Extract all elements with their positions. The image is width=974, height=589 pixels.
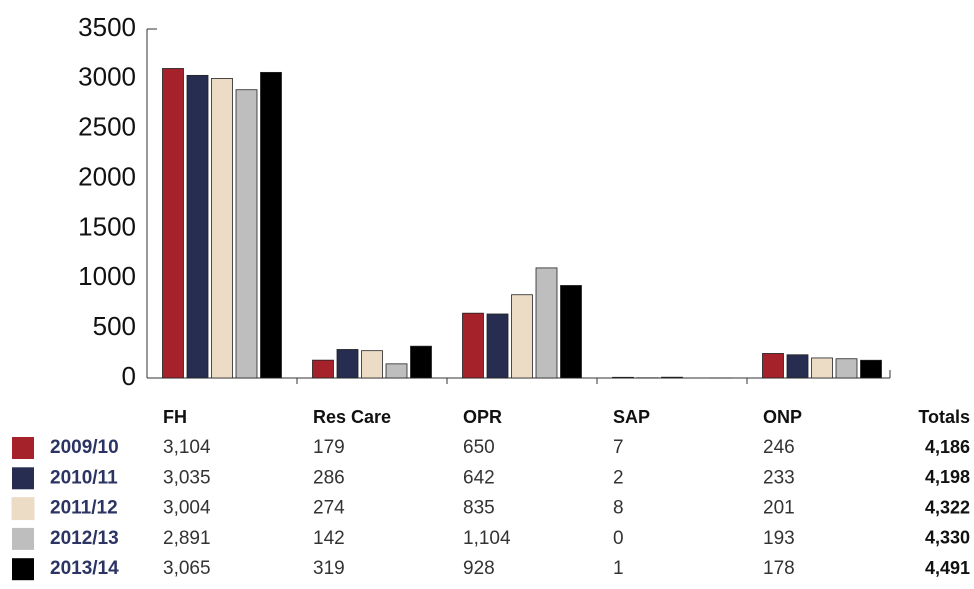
table-value: 319 [313,558,345,579]
bar [162,68,184,379]
bar [260,71,282,379]
bar [835,358,858,379]
legend-label: 2011/12 [50,498,118,519]
table-value: 233 [763,467,795,488]
column-header: OPR [463,407,502,427]
legend-swatch [12,558,34,581]
table-value: 193 [763,528,795,549]
table-total: 4,186 [925,437,970,457]
table-value: 650 [463,437,495,458]
legend-swatch [11,497,35,521]
table-value: 1,104 [463,528,511,549]
table-total: 4,491 [925,558,970,578]
table-value: 142 [313,528,345,549]
table-value: 7 [613,437,624,458]
bar [661,376,683,379]
y-tick-label: 2500 [78,112,136,142]
table-value: 246 [763,437,795,458]
table-value: 179 [313,437,345,458]
y-tick-label: 0 [122,361,136,391]
y-tick-label: 1500 [78,211,136,241]
bar [235,89,258,379]
table-value: 3,065 [163,558,211,579]
column-header: FH [163,407,187,427]
bar [786,354,809,379]
bar [410,345,432,379]
bar [811,357,833,379]
bar [511,294,533,379]
table-value: 274 [313,498,345,519]
y-tick-label: 3500 [78,12,136,42]
table-value: 2 [613,467,624,488]
bar [612,376,634,379]
x-separators [296,370,891,384]
table-value: 3,035 [163,467,211,488]
bar [560,285,582,379]
bar [186,74,209,379]
table-value: 201 [763,498,795,519]
table-value: 286 [313,467,345,488]
table-value: 642 [463,467,495,488]
table-value: 2,891 [163,528,211,549]
bar [211,78,233,379]
bar [762,353,784,379]
bar [312,359,334,379]
table-value: 0 [613,528,624,549]
table-value: 8 [613,498,624,519]
y-tick-label: 1000 [78,261,136,291]
legend-swatch [12,527,34,550]
table-value: 3,104 [163,437,211,458]
y-tick-label: 500 [93,311,136,341]
table-value: 1 [613,558,624,579]
legend-swatch [12,467,34,490]
column-header: Res Care [313,407,391,427]
bar [535,267,558,379]
table-total: 4,198 [925,467,970,487]
totals-header: Totals [918,407,970,427]
bar [462,312,484,379]
legend-label: 2009/10 [50,437,119,458]
y-tick-label: 3000 [78,62,136,92]
table-value: 835 [463,498,495,519]
column-header: SAP [613,407,650,427]
column-header: ONP [763,407,802,427]
table-value: 178 [763,558,795,579]
bar [361,350,383,379]
bar [486,313,509,379]
bar [385,363,408,379]
bar [336,349,359,379]
legend-swatch [12,437,34,459]
table-total: 4,322 [925,497,970,517]
table-value: 928 [463,558,495,579]
legend-label: 2010/11 [50,467,118,488]
table-value: 3,004 [163,498,211,519]
legend-label: 2012/13 [50,528,119,549]
bar [860,359,882,379]
y-tick-label: 2000 [78,161,136,191]
table-total: 4,330 [925,528,970,548]
legend-label: 2013/14 [50,558,119,579]
